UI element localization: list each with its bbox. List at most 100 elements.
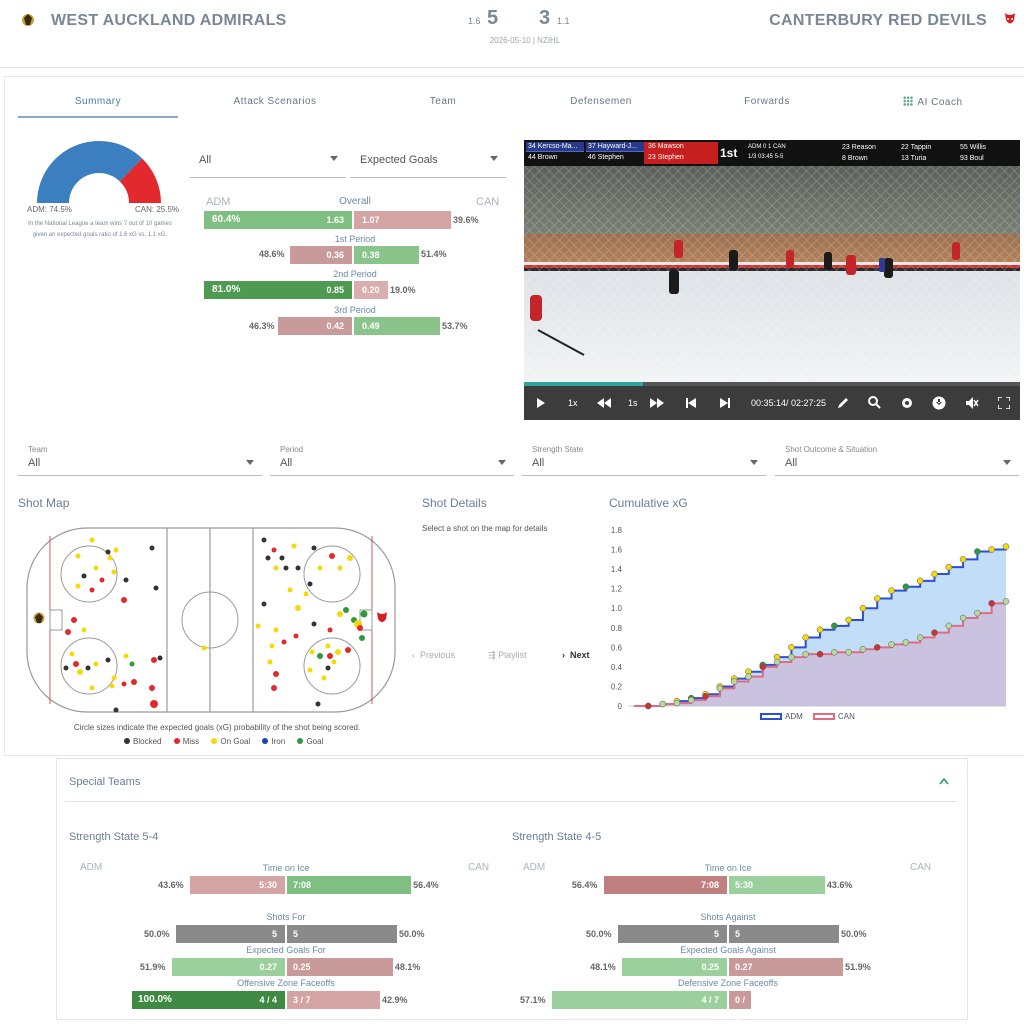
xg-point[interactable] [745, 673, 752, 680]
shot-dot[interactable] [111, 675, 117, 681]
legend-blocked[interactable]: Blocked [124, 737, 161, 746]
shot-dot[interactable] [105, 549, 111, 555]
shot-dot[interactable] [123, 653, 129, 659]
shot-dot[interactable] [111, 569, 117, 575]
shot-dot[interactable] [113, 707, 119, 713]
shot-dot[interactable] [325, 643, 331, 649]
xg-point[interactable] [974, 609, 981, 617]
shot-dot[interactable] [93, 661, 99, 667]
shot-dot[interactable] [327, 653, 333, 659]
xg-point[interactable] [802, 650, 809, 658]
shot-dot[interactable] [271, 547, 277, 553]
xg-point[interactable] [873, 644, 881, 651]
tab-team[interactable]: Team [429, 96, 457, 107]
shot-dot[interactable] [131, 679, 137, 685]
xg-point[interactable] [931, 629, 938, 636]
shot-dot[interactable] [360, 610, 368, 618]
xg-point[interactable] [845, 648, 852, 656]
xg-point[interactable] [988, 600, 995, 607]
shot-dot[interactable] [317, 653, 323, 659]
shot-dot[interactable] [327, 627, 333, 633]
shot-dot[interactable] [149, 545, 155, 551]
xg-point[interactable] [673, 699, 681, 707]
xg-point[interactable] [802, 634, 809, 641]
shot-dot[interactable] [149, 685, 155, 691]
shot-dot[interactable] [81, 573, 87, 579]
shot-dot[interactable] [357, 625, 363, 631]
shot-dot[interactable] [271, 685, 277, 691]
legend-can[interactable]: CAN [813, 712, 855, 721]
shot-dot[interactable] [307, 581, 313, 587]
shot-dot[interactable] [121, 597, 127, 603]
shot-dot[interactable] [105, 657, 111, 663]
xg-point[interactable] [730, 678, 738, 685]
xg-point[interactable] [788, 644, 795, 651]
xg-point[interactable] [759, 663, 767, 671]
tab-attack-scenarios[interactable]: Attack Scenarios [233, 96, 317, 107]
shot-dot[interactable] [273, 565, 279, 571]
shot-dot[interactable] [89, 537, 95, 543]
scope-select[interactable]: All [190, 152, 346, 178]
playlist-button[interactable]: ⇶ Playlist [488, 650, 527, 660]
shot-dot[interactable] [99, 577, 105, 583]
shot-dot[interactable] [311, 545, 317, 551]
video-player[interactable]: 34 Kercso-Ma... 37 Hayward-J... 36 Mawso… [524, 140, 1020, 420]
shot-dot[interactable] [317, 565, 323, 571]
shot-dot[interactable] [121, 681, 127, 687]
shot-dot[interactable] [89, 685, 95, 691]
shot-dot[interactable] [157, 655, 163, 661]
legend-iron[interactable]: Iron [262, 737, 285, 746]
shot-dot[interactable] [273, 627, 279, 633]
tab-forwards[interactable]: Forwards [744, 96, 790, 107]
shot-dot[interactable] [261, 601, 267, 607]
shot-dot[interactable] [283, 565, 289, 571]
shot-dot[interactable] [123, 577, 129, 583]
shot-dot[interactable] [65, 629, 71, 635]
play-icon[interactable] [536, 397, 546, 409]
xg-point[interactable] [959, 614, 967, 622]
tab-defensemen[interactable]: Defensemen [570, 96, 632, 107]
rewind-icon[interactable] [597, 398, 611, 408]
shot-dot[interactable] [337, 611, 343, 617]
xg-point[interactable] [816, 650, 824, 658]
xg-point[interactable] [859, 604, 867, 612]
xg-point[interactable] [945, 563, 953, 571]
shot-dot[interactable] [359, 635, 365, 641]
outcome-filter-select[interactable]: All [775, 456, 1019, 476]
shot-dot[interactable] [75, 583, 81, 589]
shot-dot[interactable] [93, 565, 99, 571]
shot-dot[interactable] [315, 701, 321, 707]
shot-dot[interactable] [75, 553, 81, 559]
shot-dot[interactable] [295, 565, 301, 571]
xg-point[interactable] [859, 646, 867, 653]
shot-dot[interactable] [337, 565, 343, 571]
shot-dot[interactable] [201, 645, 207, 651]
step-button[interactable]: 1s [628, 398, 638, 408]
shot-dot[interactable] [311, 621, 317, 627]
skip-previous-icon[interactable] [686, 398, 696, 408]
shot-dot[interactable] [329, 553, 335, 559]
shot-dot[interactable] [281, 639, 287, 645]
shot-dot[interactable] [261, 537, 267, 543]
shot-dot[interactable] [335, 649, 341, 655]
shot-dot[interactable] [347, 555, 353, 561]
xg-point[interactable] [945, 622, 953, 630]
xg-point[interactable] [988, 546, 995, 553]
shot-map-rink[interactable] [14, 522, 404, 718]
xg-point[interactable] [888, 587, 895, 594]
xg-point[interactable] [687, 696, 695, 704]
xg-point[interactable] [902, 639, 910, 646]
shot-dot[interactable] [293, 633, 299, 639]
legend-miss[interactable]: Miss [173, 737, 199, 746]
xg-point[interactable] [716, 685, 724, 692]
shot-dot[interactable] [69, 651, 75, 657]
period-filter-select[interactable]: All [270, 456, 514, 476]
shot-dot[interactable] [113, 547, 119, 553]
xg-point[interactable] [702, 692, 709, 700]
shot-dot[interactable] [63, 665, 69, 671]
shot-dot[interactable] [129, 661, 135, 667]
shot-dot[interactable] [287, 587, 293, 593]
legend-goal[interactable]: Goal [297, 737, 323, 746]
shot-dot[interactable] [107, 555, 113, 561]
chevron-up-icon[interactable] [939, 777, 949, 785]
